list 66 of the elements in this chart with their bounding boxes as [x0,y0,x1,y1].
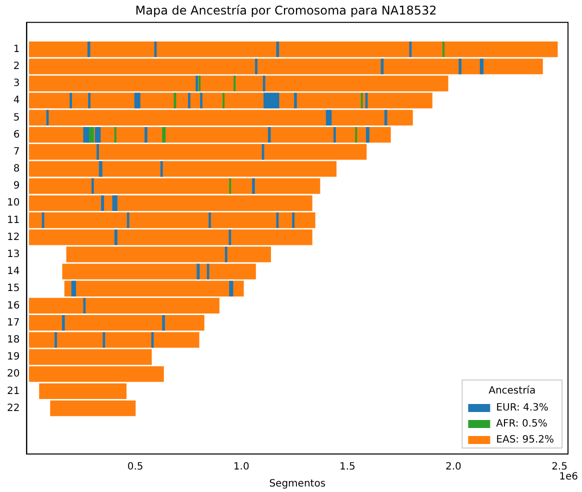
bar [294,92,297,108]
bar [480,58,484,74]
x-tick-label: 2.0 [446,462,462,473]
y-tick-label: 1 [13,44,20,55]
bar [134,92,140,108]
bar [228,230,232,246]
bar [196,76,198,92]
bar [252,178,255,194]
bar [196,264,200,280]
bar [224,246,228,262]
x-axis-title: Segmentos [269,478,326,490]
y-tick-label: 10 [6,198,20,209]
x-tick-label: 0.5 [127,462,144,473]
bar [83,298,86,314]
bar [98,161,102,177]
x-tick-label: 2.5 [552,462,568,473]
y-tick-label: 5 [13,112,20,124]
bar [70,92,72,108]
y-tick-label: 18 [6,334,20,346]
text: 1e6 [559,472,578,483]
y-tick-label: 4 [13,95,20,106]
y-tick-label: 8 [13,164,20,175]
bar [326,110,332,126]
y-tick-label: 16 [6,300,20,312]
y-tick-label: 11 [6,214,20,226]
bar [162,314,165,331]
bar [162,126,166,143]
x-tick-label: 1.0 [233,462,250,473]
bar [366,126,370,143]
bar [126,212,130,228]
bar [276,212,279,228]
bar [62,314,65,331]
y-tick-label: 7 [13,146,20,158]
y-tick-label: 2 [13,60,20,72]
bar [409,41,412,58]
y-tick-label: 13 [6,249,20,260]
chart-title: Mapa de Ancestría por Cromosoma para NA18532 [135,3,437,18]
legend-title: Ancestría [488,386,536,397]
bar [83,126,89,143]
bar [160,161,163,177]
bar [229,280,234,296]
bar [458,58,462,74]
y-tick-label: 6 [13,129,20,140]
legend-label: AFR: 0.5% [496,418,548,430]
bar [144,126,148,143]
y-tick-label: 17 [6,317,20,328]
x-tick-label: 1.5 [339,462,356,473]
y-tick-label: 14 [6,266,20,278]
bar [87,41,90,58]
y-tick-label: 22 [6,402,20,414]
bar [276,41,280,58]
bar [114,230,118,246]
y-tick-label: 12 [6,232,20,243]
y-tick-label: 3 [13,78,20,90]
bar [101,195,104,211]
bar [112,195,118,211]
bar [71,280,76,296]
y-tick-label: 21 [6,386,20,397]
legend-label: EUR: 4.3% [496,402,548,414]
bar [292,212,295,228]
y-tick-label: 15 [6,283,20,294]
bar [268,126,271,143]
legend-label: EAS: 95.2% [496,434,554,446]
y-tick-label: 9 [13,180,20,192]
y-tick-label: 20 [6,368,20,380]
y-tick-label: 19 [6,352,20,363]
